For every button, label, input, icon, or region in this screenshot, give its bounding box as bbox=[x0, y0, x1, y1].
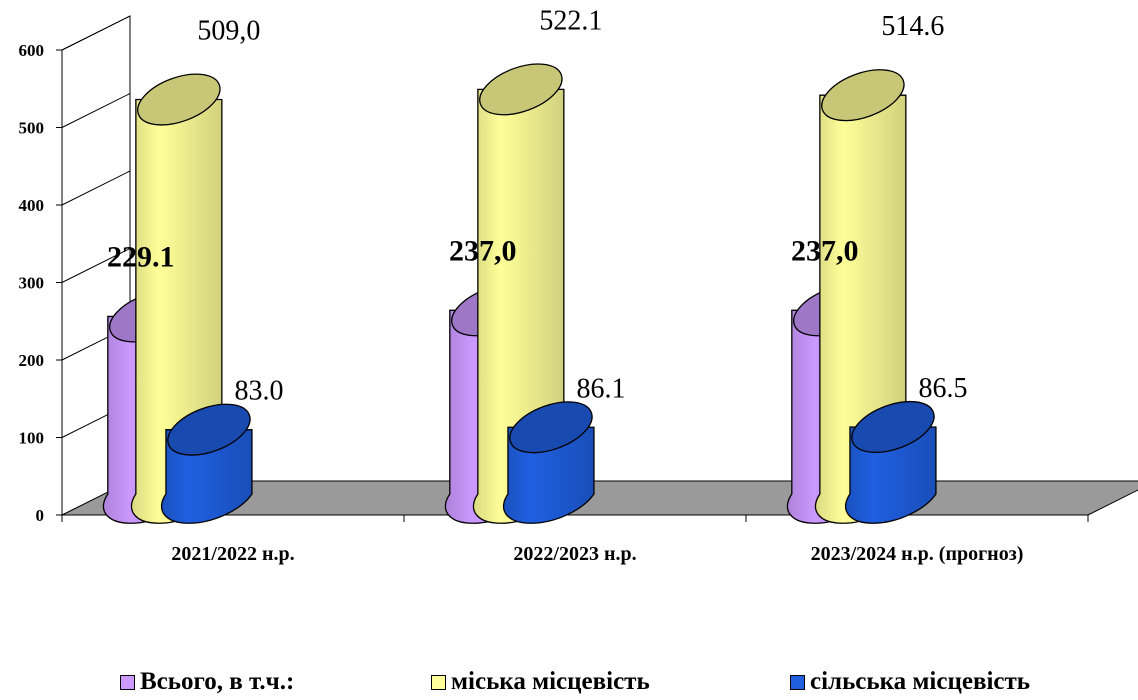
x-tick-label: 2021/2022 н.р. bbox=[171, 543, 294, 565]
data-labels: 229.1 509,0 83.0 237,0 522.1 86.1 237,0 514.6 86… bbox=[107, 5, 967, 406]
y-tick-label: 400 bbox=[19, 196, 45, 215]
bar-2-0 bbox=[160, 403, 253, 524]
data-label: 522.1 bbox=[539, 5, 602, 36]
y-tick-label: 500 bbox=[19, 119, 45, 138]
legend-swatch-total bbox=[120, 674, 135, 690]
legend-swatch-rural bbox=[790, 674, 805, 690]
data-label: 514.6 bbox=[881, 11, 944, 42]
x-axis: 2021/2022 н.р. 2022/2023 н.р. 2023/2024 н.… bbox=[61, 514, 1089, 565]
x-tick-label: 2023/2024 н.р. (прогноз) bbox=[811, 543, 1024, 565]
data-label: 237,0 bbox=[791, 234, 859, 267]
bars bbox=[102, 63, 937, 524]
y-tick-label: 200 bbox=[19, 351, 45, 370]
data-label: 237,0 bbox=[449, 234, 517, 267]
y-axis: 0 100 200 300 400 500 600 bbox=[19, 15, 131, 525]
bar-top bbox=[167, 403, 251, 456]
x-tick-label: 2022/2023 н.р. bbox=[513, 543, 636, 565]
legend-item-rural: сільська місцевість bbox=[790, 668, 1030, 696]
y-tick-label: 100 bbox=[19, 429, 45, 448]
data-label: 509,0 bbox=[197, 16, 260, 47]
gridline bbox=[61, 248, 131, 283]
bar-top bbox=[479, 63, 563, 116]
data-label: 83.0 bbox=[234, 376, 283, 407]
gridline bbox=[61, 170, 131, 206]
legend-label-rural: сільська місцевість bbox=[810, 668, 1030, 695]
legend-swatch-urban bbox=[431, 674, 446, 690]
chart: 0 100 200 300 400 500 600 2021/2022 н.р. 2022/2… bbox=[19, 5, 1138, 565]
data-label: 86.5 bbox=[918, 373, 967, 404]
bar-2-1 bbox=[502, 401, 595, 524]
data-label: 86.1 bbox=[576, 373, 625, 404]
y-tick-label: 0 bbox=[36, 506, 45, 525]
legend-label-urban: міська місцевість bbox=[451, 668, 650, 695]
bar-top bbox=[137, 73, 221, 126]
legend-item-urban: міська місцевість bbox=[431, 668, 650, 696]
bar-top bbox=[509, 401, 593, 454]
bar-top bbox=[821, 69, 905, 122]
bar-2-2 bbox=[844, 400, 937, 524]
legend-item-total: Всього, в т.ч.: bbox=[120, 668, 294, 696]
gridline bbox=[61, 15, 131, 51]
y-tick-label: 600 bbox=[19, 41, 45, 60]
bar-top bbox=[851, 400, 935, 453]
data-label: 229.1 bbox=[107, 240, 175, 273]
legend: Всього, в т.ч.: міська місцевість сільсь… bbox=[0, 668, 1138, 698]
gridline bbox=[61, 93, 131, 128]
y-tick-label: 300 bbox=[19, 274, 45, 293]
legend-label-total: Всього, в т.ч.: bbox=[140, 668, 295, 695]
